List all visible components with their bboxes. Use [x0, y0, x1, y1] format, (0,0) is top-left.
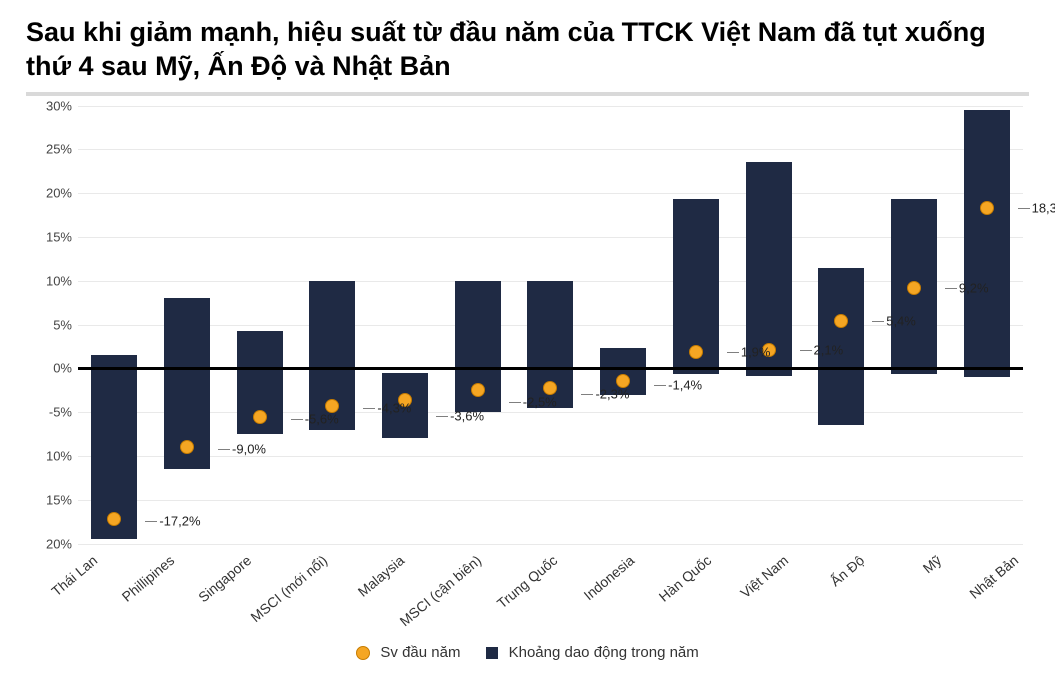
value-label: -2,3%	[595, 387, 629, 402]
gridline	[78, 149, 1023, 150]
value-label: 18,3%	[1032, 200, 1055, 215]
value-label: 9,2%	[959, 280, 989, 295]
x-tick-label: Indonesia	[589, 546, 666, 642]
ytd-marker	[471, 383, 485, 397]
ytd-marker	[980, 201, 994, 215]
label-leader	[581, 394, 593, 395]
x-tick-label: Ấn Độ	[819, 546, 896, 642]
label-leader	[363, 408, 375, 409]
y-tick-label: 10%	[46, 273, 72, 288]
value-label: -4,3%	[377, 400, 411, 415]
y-tick-label: 30%	[46, 98, 72, 113]
ytd-marker	[616, 374, 630, 388]
value-label: -17,2%	[159, 513, 200, 528]
chart-title: Sau khi giảm mạnh, hiệu suất từ đầu năm …	[26, 16, 1029, 84]
legend: Sv đầu năm Khoảng dao động trong năm	[0, 644, 1055, 661]
label-leader	[1018, 208, 1030, 209]
legend-marker-label: Sv đầu năm	[380, 644, 460, 661]
value-label: 1,9%	[741, 344, 771, 359]
x-tick-label: Việt Nam	[742, 546, 819, 642]
title-divider	[26, 92, 1029, 96]
legend-marker-swatch	[356, 646, 370, 660]
gridline	[78, 237, 1023, 238]
y-axis: 30%25%20%15%10%5%0%-5%10%15%20%	[26, 106, 78, 544]
x-tick-label: MSCI (mới nổi)	[282, 546, 359, 642]
chart-container: Sau khi giảm mạnh, hiệu suất từ đầu năm …	[0, 0, 1055, 684]
gridline	[78, 500, 1023, 501]
ytd-marker	[325, 399, 339, 413]
ytd-marker	[107, 512, 121, 526]
x-tick-label: Hàn Quốc	[666, 546, 743, 642]
gridline	[78, 193, 1023, 194]
y-tick-label: 25%	[46, 142, 72, 157]
gridline	[78, 456, 1023, 457]
label-leader	[800, 350, 812, 351]
value-label: -5,6%	[305, 412, 339, 427]
plot-area: 30%25%20%15%10%5%0%-5%10%15%20% -17,2%-9…	[26, 106, 1029, 544]
legend-bar-item: Khoảng dao động trong năm	[486, 644, 698, 661]
plot: -17,2% -9,0% -5,6% -4,3% -3,6% -2,5% -2,3% -1,4…	[78, 106, 1023, 544]
y-tick-label: 0%	[53, 361, 72, 376]
label-leader	[218, 449, 230, 450]
ytd-marker	[907, 281, 921, 295]
legend-bar-label: Khoảng dao động trong năm	[509, 644, 699, 661]
zero-line	[78, 367, 1023, 370]
gridline	[78, 412, 1023, 413]
range-bar	[964, 110, 1010, 377]
label-leader	[291, 419, 303, 420]
ytd-marker	[689, 345, 703, 359]
x-tick-label: Mỹ	[896, 546, 973, 642]
y-tick-label: 5%	[53, 317, 72, 332]
y-tick-label: 10%	[46, 448, 72, 463]
y-tick-label: 15%	[46, 492, 72, 507]
ytd-marker	[253, 410, 267, 424]
x-axis-labels: Thái LanPhillipinesSingaporeMSCI (mới nổ…	[52, 546, 1049, 642]
x-tick-label: Thái Lan	[52, 546, 129, 642]
ytd-marker	[543, 381, 557, 395]
y-tick-label: 15%	[46, 229, 72, 244]
label-leader	[654, 385, 666, 386]
value-label: 5,4%	[886, 313, 916, 328]
gridline	[78, 106, 1023, 107]
value-label: 2,1%	[814, 342, 844, 357]
label-leader	[509, 402, 521, 403]
legend-marker-item: Sv đầu năm	[356, 644, 460, 661]
label-leader	[436, 416, 448, 417]
gridline	[78, 544, 1023, 545]
label-leader	[872, 321, 884, 322]
value-label: -3,6%	[450, 408, 484, 423]
ytd-marker	[180, 440, 194, 454]
y-tick-label: 20%	[46, 186, 72, 201]
label-leader	[145, 521, 157, 522]
value-label: -9,0%	[232, 442, 266, 457]
x-tick-label: Phillipines	[129, 546, 206, 642]
x-tick-label: Nhật Bản	[972, 546, 1049, 642]
x-tick-label: Trung Quốc	[512, 546, 589, 642]
value-label: -2,5%	[523, 395, 557, 410]
value-label: -1,4%	[668, 377, 702, 392]
label-leader	[727, 352, 739, 353]
legend-bar-swatch	[486, 647, 498, 659]
label-leader	[945, 288, 957, 289]
ytd-marker	[834, 314, 848, 328]
y-tick-label: -5%	[49, 405, 72, 420]
